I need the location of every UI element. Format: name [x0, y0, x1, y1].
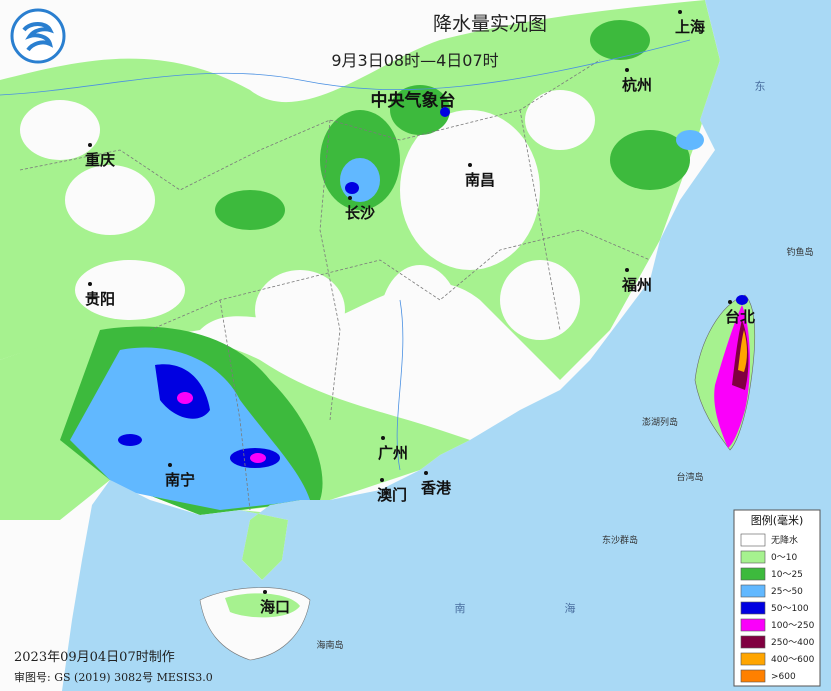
- legend-swatch: [740, 567, 766, 581]
- legend-label: 400～600: [771, 655, 815, 665]
- city-dot: [168, 463, 172, 467]
- footer-made: 2023年09月04日07时制作: [14, 650, 175, 665]
- legend-swatch: [740, 652, 766, 666]
- agency: 中央气象台: [371, 90, 456, 111]
- legend-swatch: [740, 669, 766, 683]
- place-label: 台湾岛: [676, 471, 703, 483]
- place-label: 东: [755, 80, 766, 93]
- logo: [10, 8, 66, 64]
- city-label: 南宁: [165, 471, 195, 489]
- map-title: 降水量实况图: [433, 13, 547, 35]
- city-label: 澳门: [377, 486, 407, 504]
- legend-swatch: [740, 601, 766, 615]
- city-dot: [678, 10, 682, 14]
- legend-label: 100～250: [771, 621, 815, 631]
- legend-label: 50～100: [771, 604, 809, 614]
- legend-swatch: [740, 533, 766, 547]
- city-dot: [381, 436, 385, 440]
- legend-label: 250～400: [771, 638, 815, 648]
- place-label: 海: [565, 601, 576, 615]
- city-label: 重庆: [85, 151, 115, 169]
- city-dot: [88, 282, 92, 286]
- city-dot: [348, 196, 352, 200]
- city-dot: [88, 143, 92, 147]
- legend-swatch: [740, 618, 766, 632]
- place-label: 南: [455, 602, 466, 615]
- city-dot: [468, 163, 472, 167]
- legend-label: 无降水: [771, 534, 798, 546]
- legend-label: 10～25: [771, 570, 803, 580]
- city-label: 广州: [378, 444, 408, 462]
- legend-swatch: [740, 584, 766, 598]
- city-label: 贵阳: [85, 290, 115, 308]
- city-dot: [625, 68, 629, 72]
- city-label: 台北: [725, 308, 755, 326]
- legend-swatch: [740, 635, 766, 649]
- city-dot: [728, 300, 732, 304]
- hainan-rain: [225, 593, 300, 618]
- place-label: 澎湖列岛: [642, 416, 678, 428]
- legend: 图例(毫米) 无降水 0～10 10～25 25～50 50～100 100～250 250…: [733, 509, 821, 687]
- city-label: 长沙: [345, 204, 375, 222]
- place-label: 海南岛: [316, 639, 343, 651]
- city-dot: [424, 471, 428, 475]
- city-label: 海口: [260, 598, 290, 616]
- map-subtitle: 9月3日08时—4日07时: [331, 51, 498, 70]
- city-label: 上海: [675, 18, 705, 36]
- city-dot: [263, 590, 267, 594]
- city-dot: [625, 268, 629, 272]
- legend-label: >600: [771, 672, 796, 682]
- legend-swatch: [740, 550, 766, 564]
- taiwan: [694, 294, 756, 451]
- city-label: 杭州: [622, 76, 652, 94]
- place-label: 东沙群岛: [602, 534, 638, 546]
- place-label: 钓鱼岛: [786, 246, 813, 258]
- legend-label: 0～10: [771, 553, 797, 563]
- city-label: 香港: [421, 479, 452, 497]
- footer-approval: 审图号: GS (2019) 3082号 MESIS3.0: [14, 670, 213, 684]
- legend-label: 25～50: [771, 587, 803, 597]
- city-dot: [380, 478, 384, 482]
- legend-title: 图例(毫米): [751, 513, 804, 527]
- city-label: 福州: [621, 276, 652, 294]
- city-label: 南昌: [465, 171, 495, 189]
